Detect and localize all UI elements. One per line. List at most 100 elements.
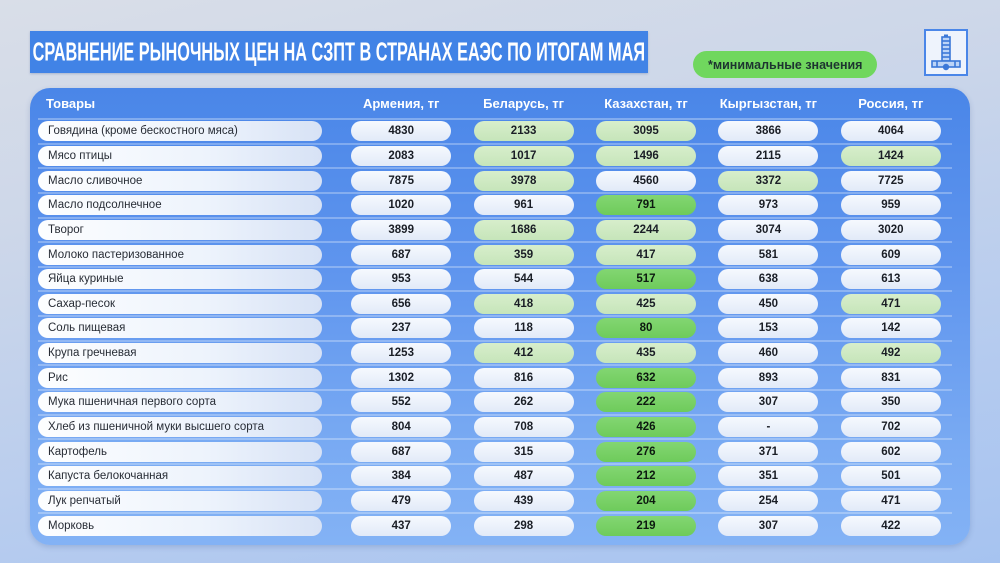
value-cell: 222 [585, 392, 707, 413]
value-cell: 1686 [462, 219, 584, 240]
value-cell: 687 [340, 244, 462, 265]
price-value-pill: 687 [351, 441, 452, 462]
value-cell: 204 [585, 490, 707, 511]
price-value-pill: 3074 [718, 219, 819, 240]
price-value-pill: 702 [840, 417, 941, 437]
column-header-armenia: Армения, тг [362, 95, 440, 111]
value-cell: 1424 [830, 145, 952, 166]
value-cell: 804 [340, 417, 462, 437]
value-cell: 262 [462, 392, 584, 413]
product-cell: Рис [38, 367, 322, 388]
value-cell: 973 [707, 195, 829, 216]
price-value-pill: 602 [840, 441, 941, 462]
table-row: Масло подсолнечное 1020 961 791 973 959 [38, 191, 952, 217]
column-header-products: Товары [46, 95, 96, 111]
price-value-pill: 1686 [473, 219, 574, 240]
value-cell: 581 [707, 244, 829, 265]
table-row: Морковь 437 298 219 307 422 [38, 512, 952, 537]
value-cell: 3020 [830, 219, 952, 240]
value-cell: 460 [707, 343, 829, 364]
value-cell: 791 [585, 195, 707, 216]
price-value-pill: 961 [473, 195, 574, 216]
price-value-pill: 544 [473, 269, 574, 290]
value-cell: 315 [462, 441, 584, 462]
value-cell: 961 [462, 195, 584, 216]
page-title: СРАВНЕНИЕ РЫНОЧНЫХ ЦЕН НА СЗПТ В СТРАНАХ… [32, 36, 646, 67]
price-value-pill: 437 [351, 515, 452, 536]
price-value-pill: 204 [595, 490, 696, 511]
price-value-pill: 412 [473, 343, 574, 364]
value-cell: 893 [707, 367, 829, 388]
value-cell: 2115 [707, 145, 829, 166]
value-cell: 656 [340, 293, 462, 314]
product-cell: Хлеб из пшеничной муки высшего сорта [38, 417, 322, 437]
column-header-russia: Россия, тг [858, 95, 924, 111]
price-value-pill: 418 [473, 293, 574, 314]
product-cell: Капуста белокочанная [38, 466, 322, 487]
price-value-pill: 222 [595, 392, 696, 413]
price-value-pill: 425 [595, 293, 696, 314]
value-cell: 702 [830, 417, 952, 437]
price-value-pill: 471 [840, 490, 941, 511]
product-cell: Творог [38, 219, 322, 240]
product-cell: Масло подсолнечное [38, 195, 322, 216]
price-value-pill: 237 [351, 318, 452, 339]
value-cell: 450 [707, 293, 829, 314]
price-value-pill: 2083 [351, 145, 452, 166]
value-cell: 153 [707, 318, 829, 339]
price-value-pill: 609 [840, 244, 941, 265]
price-value-pill: 276 [595, 441, 696, 462]
table-body: Говядина (кроме бескостного мяса) 4830 213… [38, 120, 952, 537]
table-row: Хлеб из пшеничной муки высшего сорта 804 7… [38, 413, 952, 439]
product-cell: Мясо птицы [38, 145, 322, 166]
price-value-pill: 517 [595, 269, 696, 290]
price-value-pill: 3372 [718, 170, 819, 191]
price-value-pill: 307 [718, 515, 819, 536]
value-cell: 517 [585, 269, 707, 290]
value-cell: 3372 [707, 170, 829, 191]
price-value-pill: 80 [595, 318, 696, 339]
value-cell: 437 [340, 515, 462, 536]
table-row: Творог 3899 1686 2244 3074 3020 [38, 216, 952, 242]
price-value-pill: 479 [351, 490, 452, 511]
price-value-pill: 1302 [351, 367, 452, 388]
value-cell: 307 [707, 515, 829, 536]
value-cell: 613 [830, 269, 952, 290]
value-cell: 412 [462, 343, 584, 364]
price-value-pill: 3020 [840, 219, 941, 240]
price-value-pill: 816 [473, 367, 574, 388]
value-cell: 254 [707, 490, 829, 511]
value-cell: 7725 [830, 170, 952, 191]
table-row: Лук репчатый 479 439 204 254 471 [38, 487, 952, 513]
value-cell: 687 [340, 441, 462, 462]
price-value-pill: - [718, 417, 819, 437]
value-cell: 602 [830, 441, 952, 462]
price-value-pill: 298 [473, 515, 574, 536]
table-row: Говядина (кроме бескостного мяса) 4830 213… [38, 120, 952, 143]
value-cell: 3074 [707, 219, 829, 240]
value-cell: 426 [585, 417, 707, 437]
value-cell: 435 [585, 343, 707, 364]
table-header-row: Товары Армения, тг Беларусь, тг Казахста… [38, 88, 952, 120]
value-cell: 1253 [340, 343, 462, 364]
price-value-pill: 439 [473, 490, 574, 511]
price-value-pill: 435 [595, 343, 696, 364]
title-bar: СРАВНЕНИЕ РЫНОЧНЫХ ЦЕН НА СЗПТ В СТРАНАХ… [30, 31, 648, 73]
price-value-pill: 422 [840, 515, 941, 536]
value-cell: 1020 [340, 195, 462, 216]
price-value-pill: 3866 [718, 121, 819, 142]
price-value-pill: 351 [718, 466, 819, 487]
price-value-pill: 1017 [473, 145, 574, 166]
price-value-pill: 350 [840, 392, 941, 413]
product-cell: Молоко пастеризованное [38, 244, 322, 265]
table-row: Крупа гречневая 1253 412 435 460 492 [38, 339, 952, 365]
price-value-pill: 632 [595, 367, 696, 388]
value-cell: 417 [585, 244, 707, 265]
price-value-pill: 4830 [351, 121, 452, 142]
table-row: Мука пшеничная первого сорта 552 262 222 307… [38, 389, 952, 414]
product-cell: Лук репчатый [38, 490, 322, 511]
price-value-pill: 804 [351, 417, 452, 437]
price-value-pill: 153 [718, 318, 819, 339]
product-cell: Соль пищевая [38, 318, 322, 339]
